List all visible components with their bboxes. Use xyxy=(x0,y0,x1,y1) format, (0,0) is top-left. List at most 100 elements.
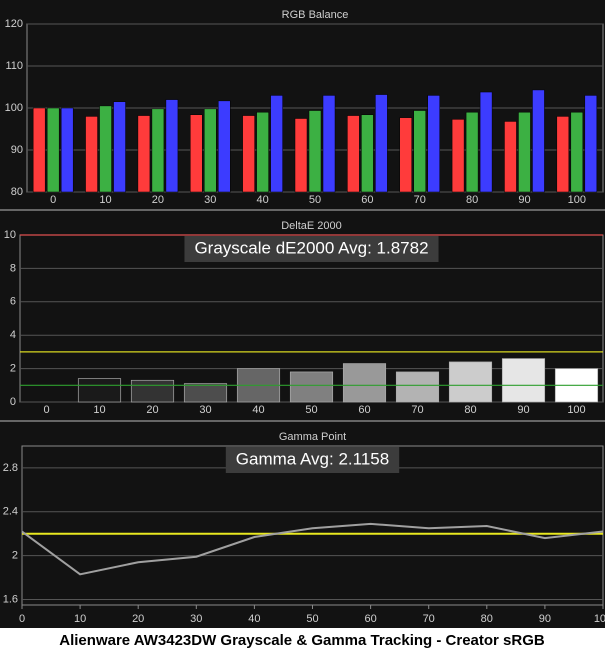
bar xyxy=(322,95,336,193)
x-tick-label: 40 xyxy=(248,613,260,625)
x-tick-label: 40 xyxy=(257,194,269,206)
bar xyxy=(427,95,440,193)
y-tick-label: 120 xyxy=(5,18,23,30)
x-tick-label: 30 xyxy=(199,404,211,416)
x-tick-label: 60 xyxy=(358,404,370,416)
bar xyxy=(448,361,493,403)
annotation: Grayscale dE2000 Avg: 1.8782 xyxy=(194,238,428,257)
bar xyxy=(570,111,584,193)
annotation-box xyxy=(225,447,400,473)
bar xyxy=(518,111,531,193)
chart-title: RGB Balance xyxy=(282,9,349,21)
bar xyxy=(451,119,465,193)
x-tick-label: 0 xyxy=(43,404,49,416)
x-tick-label: 50 xyxy=(305,404,317,416)
x-tick-label: 50 xyxy=(306,613,318,625)
bar xyxy=(218,100,231,193)
bar xyxy=(256,111,269,193)
y-tick-label: 100 xyxy=(5,102,23,114)
bar xyxy=(413,110,426,193)
bar xyxy=(32,107,46,193)
annotation: Gamma Avg: 2.1158 xyxy=(236,449,389,468)
bar xyxy=(294,118,308,193)
bar xyxy=(204,108,217,193)
y-tick-label: 2.4 xyxy=(3,506,18,518)
bar xyxy=(289,371,334,403)
bar xyxy=(465,111,479,193)
bar xyxy=(113,101,126,193)
x-tick-label: 90 xyxy=(518,194,530,206)
x-tick-label: 30 xyxy=(204,194,216,206)
x-tick-label: 0 xyxy=(50,194,56,206)
x-tick-label: 80 xyxy=(481,613,493,625)
bar xyxy=(584,95,598,193)
y-tick-label: 2 xyxy=(12,550,18,562)
bar xyxy=(77,378,122,403)
x-tick-label: 0 xyxy=(19,613,25,625)
caption: Alienware AW3423DW Grayscale & Gamma Tra… xyxy=(59,632,545,649)
bar xyxy=(60,107,74,193)
bar xyxy=(308,110,322,193)
x-tick-label: 100 xyxy=(594,613,605,625)
bar xyxy=(46,107,60,193)
bar xyxy=(99,105,112,193)
bar xyxy=(242,115,255,193)
y-tick-label: 80 xyxy=(11,186,23,198)
bar xyxy=(130,379,175,403)
bar xyxy=(165,99,179,193)
x-tick-label: 90 xyxy=(517,404,529,416)
annotation-box xyxy=(184,236,439,262)
y-tick-label: 0 xyxy=(10,396,16,408)
bar xyxy=(532,89,545,193)
x-tick-label: 20 xyxy=(146,404,158,416)
x-tick-label: 20 xyxy=(152,194,164,206)
x-tick-label: 40 xyxy=(252,404,264,416)
y-tick-label: 2 xyxy=(10,363,16,375)
bar xyxy=(504,121,517,193)
bar xyxy=(347,115,360,193)
x-tick-label: 70 xyxy=(423,613,435,625)
bar xyxy=(556,116,570,193)
y-tick-label: 110 xyxy=(5,60,23,72)
x-tick-label: 100 xyxy=(567,404,585,416)
x-tick-label: 70 xyxy=(411,404,423,416)
x-tick-label: 30 xyxy=(190,613,202,625)
y-tick-label: 90 xyxy=(11,144,23,156)
bar xyxy=(270,95,283,193)
bar xyxy=(501,358,546,403)
x-tick-label: 70 xyxy=(414,194,426,206)
bar xyxy=(375,94,388,193)
bar xyxy=(137,115,151,193)
bar xyxy=(399,117,412,193)
chart-title: DeltaE 2000 xyxy=(281,220,342,232)
x-tick-label: 20 xyxy=(132,613,144,625)
bar xyxy=(85,116,98,193)
y-tick-label: 4 xyxy=(10,329,16,341)
bar xyxy=(190,114,203,193)
x-tick-label: 10 xyxy=(74,613,86,625)
x-tick-label: 100 xyxy=(568,194,586,206)
y-tick-label: 2.8 xyxy=(3,462,18,474)
x-tick-label: 80 xyxy=(464,404,476,416)
x-tick-label: 50 xyxy=(309,194,321,206)
bar xyxy=(361,114,374,193)
x-tick-label: 90 xyxy=(539,613,551,625)
bar xyxy=(183,383,228,403)
y-tick-label: 10 xyxy=(4,229,16,241)
x-tick-label: 60 xyxy=(361,194,373,206)
y-tick-label: 1.6 xyxy=(3,593,18,605)
x-tick-label: 10 xyxy=(99,194,111,206)
bar xyxy=(342,363,387,403)
bar xyxy=(479,91,493,193)
y-tick-label: 8 xyxy=(10,262,16,274)
caption-band xyxy=(0,628,605,652)
x-tick-label: 60 xyxy=(364,613,376,625)
gamma-line xyxy=(21,522,604,576)
bar xyxy=(151,108,165,193)
x-tick-label: 80 xyxy=(466,194,478,206)
x-tick-label: 10 xyxy=(93,404,105,416)
chart-title: Gamma Point xyxy=(279,431,346,443)
y-tick-label: 6 xyxy=(10,296,16,308)
